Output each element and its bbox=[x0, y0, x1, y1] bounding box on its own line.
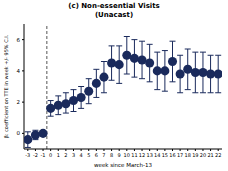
svg-text:10: 10 bbox=[124, 152, 130, 158]
svg-text:4: 4 bbox=[17, 68, 21, 74]
svg-text:week since March-13: week since March-13 bbox=[94, 162, 152, 168]
svg-text:9: 9 bbox=[118, 152, 121, 158]
svg-text:18: 18 bbox=[185, 152, 191, 158]
svg-text:2: 2 bbox=[17, 99, 21, 105]
svg-text:22: 22 bbox=[215, 152, 220, 158]
svg-text:13: 13 bbox=[146, 152, 152, 158]
svg-text:6: 6 bbox=[17, 37, 21, 43]
html-text:(c) Non-essential Visits: (c) Non-essential Visits bbox=[68, 2, 160, 10]
svg-text:0: 0 bbox=[17, 130, 21, 136]
svg-text:21: 21 bbox=[207, 152, 213, 158]
svg-text:15: 15 bbox=[162, 152, 168, 158]
svg-text:11: 11 bbox=[131, 152, 137, 158]
svg-text:5: 5 bbox=[87, 152, 90, 158]
svg-text:8: 8 bbox=[110, 152, 113, 158]
svg-text:-2: -2 bbox=[33, 152, 38, 158]
svg-text:19: 19 bbox=[192, 152, 198, 158]
svg-text:20: 20 bbox=[200, 152, 206, 158]
svg-text:16: 16 bbox=[169, 152, 175, 158]
svg-text:17: 17 bbox=[177, 152, 183, 158]
svg-text:6: 6 bbox=[95, 152, 98, 158]
svg-text:14: 14 bbox=[154, 152, 160, 158]
svg-text:-3: -3 bbox=[25, 152, 30, 158]
svg-text:1: 1 bbox=[57, 152, 60, 158]
svg-text:β: coefficient on TTE in week: β: coefficient on TTE in week +/- 95% C.… bbox=[8, 34, 10, 138]
html-text:(Unacast): (Unacast) bbox=[94, 11, 134, 19]
svg-text:4: 4 bbox=[80, 152, 83, 158]
svg-text:0: 0 bbox=[49, 152, 52, 158]
svg-text:3: 3 bbox=[72, 152, 75, 158]
svg-text:7: 7 bbox=[102, 152, 105, 158]
svg-text:2: 2 bbox=[64, 152, 67, 158]
svg-text:-1: -1 bbox=[41, 152, 46, 158]
svg-text:12: 12 bbox=[139, 152, 145, 158]
